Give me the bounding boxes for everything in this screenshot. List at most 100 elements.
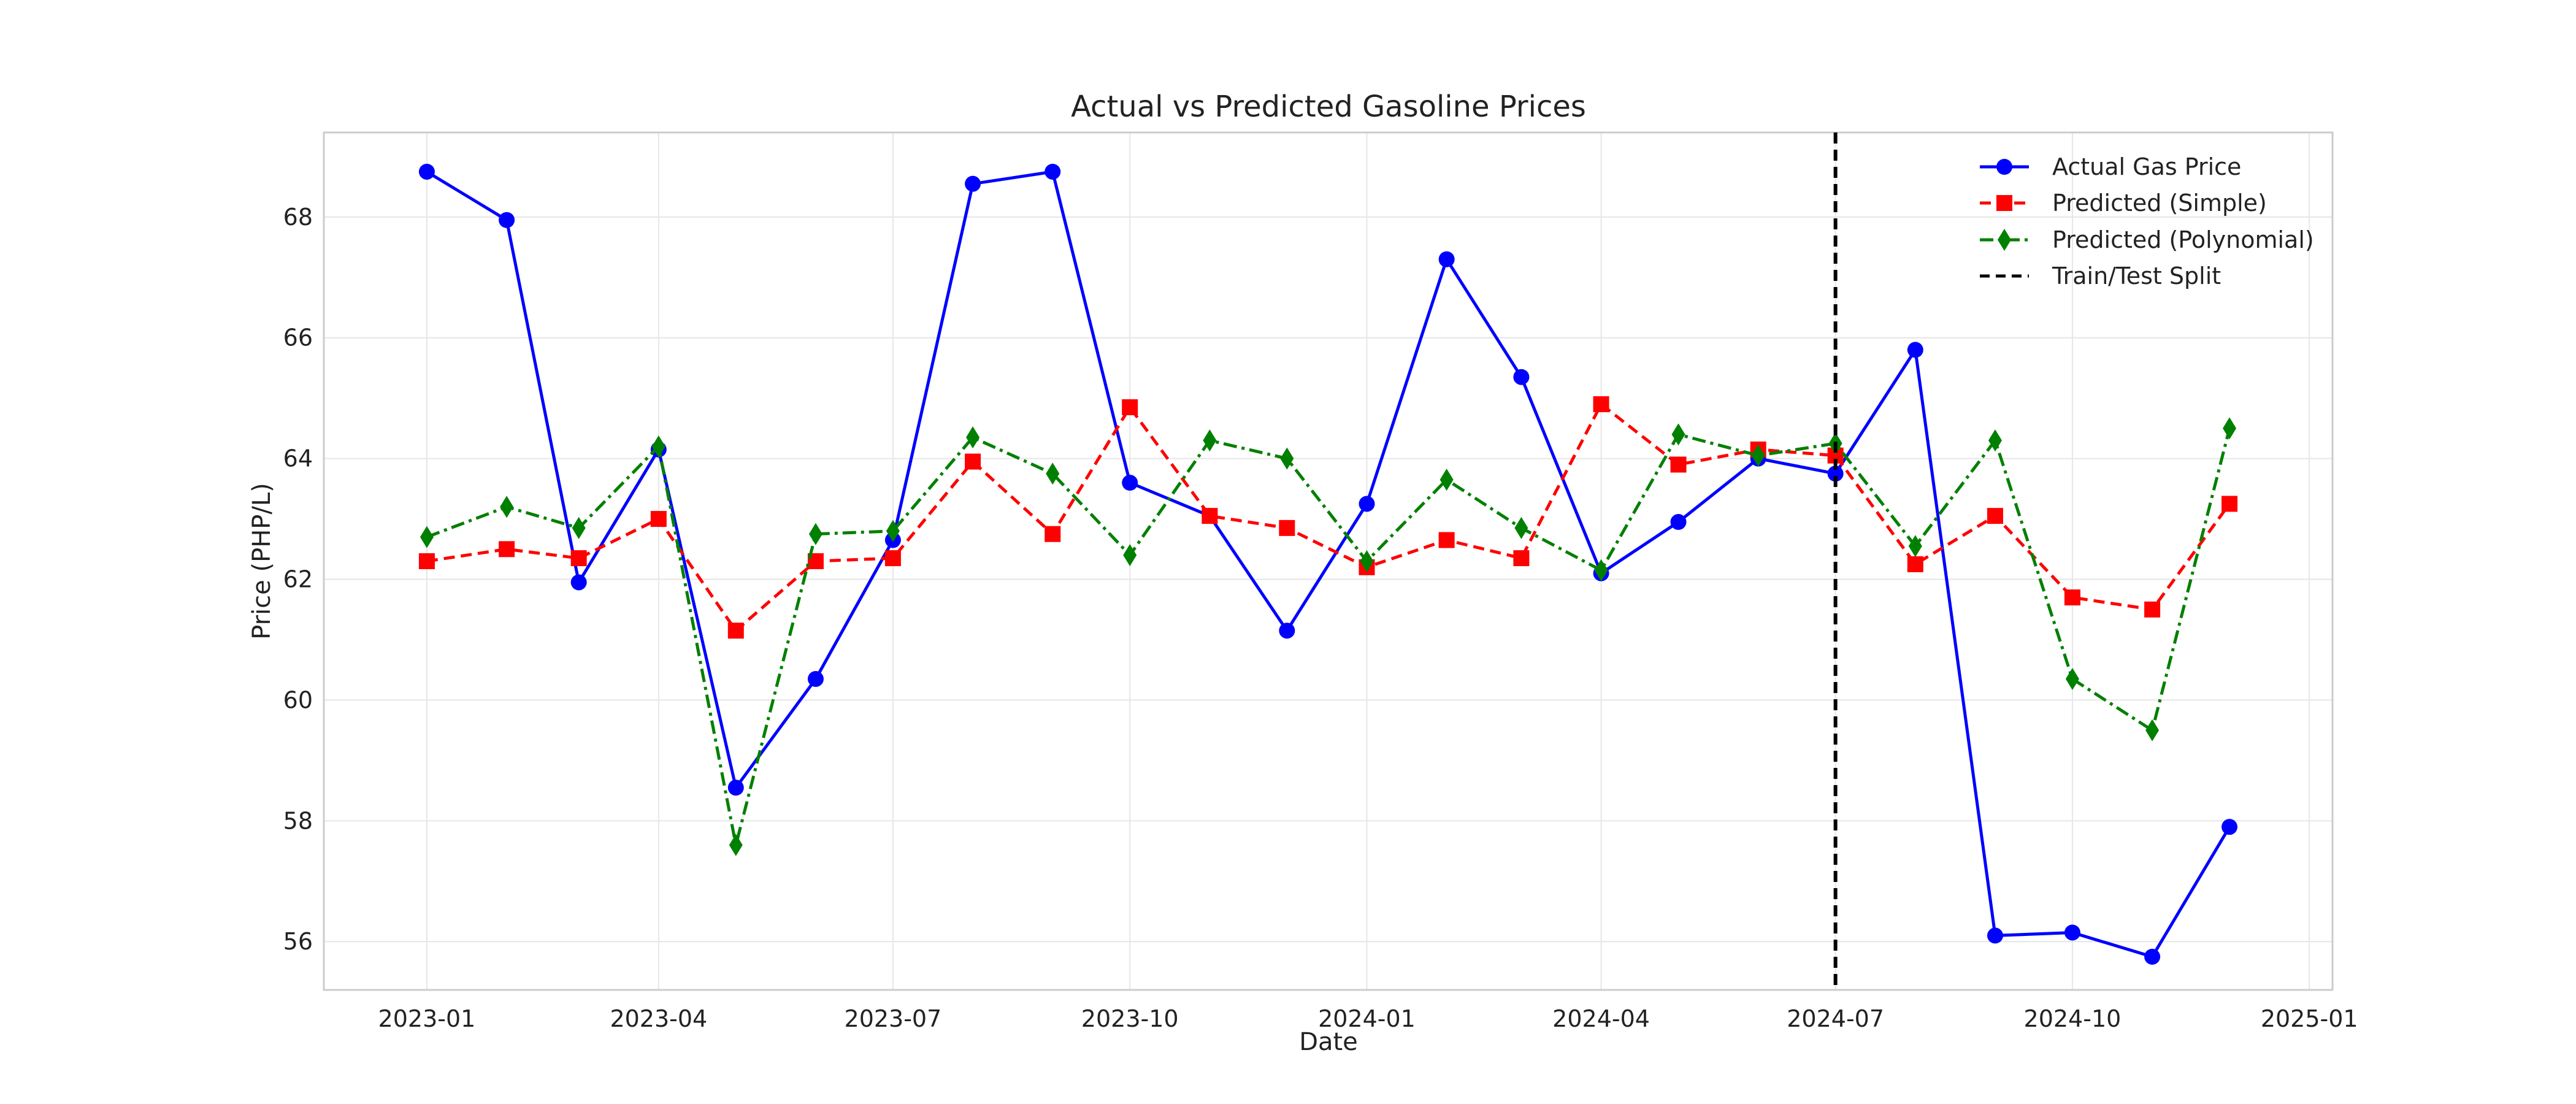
square-marker-icon (1996, 195, 2012, 211)
data-point (965, 453, 981, 470)
x-tick-label: 2024-07 (1787, 1005, 1884, 1032)
data-point (1593, 396, 1609, 413)
data-point (1907, 342, 1923, 358)
data-point (1360, 550, 1374, 572)
data-point (1987, 927, 2003, 944)
diamond-marker-icon (1998, 229, 2011, 251)
legend-item-polynomial: Predicted (Polynomial) (1980, 226, 2314, 253)
data-point (499, 541, 515, 558)
data-point (570, 574, 587, 591)
legend-label: Predicted (Polynomial) (2052, 226, 2314, 253)
data-point (1279, 623, 1295, 639)
legend-item-actual: Actual Gas Price (1980, 153, 2241, 180)
data-point (1045, 526, 1061, 542)
data-point (727, 623, 744, 639)
data-point (2064, 589, 2080, 606)
legend-item-split: Train/Test Split (1980, 263, 2221, 289)
x-axis-label: Date (1299, 1028, 1358, 1056)
series-2 (418, 396, 2238, 639)
data-point (1122, 475, 1138, 491)
data-point (499, 212, 515, 228)
plot-area-frame (323, 131, 2334, 991)
y-tick-label: 68 (283, 204, 313, 231)
x-tick-label: 2024-04 (1552, 1005, 1650, 1032)
data-point (420, 526, 434, 548)
data-point (418, 163, 435, 180)
data-point (570, 550, 587, 567)
y-tick-label: 66 (283, 324, 313, 351)
data-point (1279, 519, 1295, 536)
data-point (1438, 251, 1455, 267)
data-point (418, 553, 435, 569)
data-point (2223, 417, 2237, 440)
data-point (1202, 508, 1218, 524)
data-point (884, 550, 901, 567)
series-3 (420, 417, 2237, 856)
data-point (1908, 535, 1922, 558)
data-point (1751, 444, 1765, 467)
data-point (1513, 550, 1530, 567)
y-axis-label: Price (PHP/L) (248, 483, 276, 640)
data-point (2145, 719, 2160, 742)
data-point (1988, 429, 2002, 452)
data-point (1203, 429, 1217, 452)
data-point (1122, 399, 1138, 415)
data-point (1987, 508, 2003, 524)
data-point (2144, 948, 2161, 965)
data-point (1514, 516, 1528, 539)
data-point (2221, 496, 2238, 512)
data-point (1280, 447, 1294, 470)
data-point (2065, 667, 2079, 690)
data-point (1046, 462, 1060, 485)
legend: Actual Gas Price Predicted (Simple) Pred… (1980, 153, 2314, 289)
y-tick-label: 58 (283, 807, 313, 834)
data-point (1670, 456, 1687, 473)
data-point (808, 523, 822, 545)
legend-label: Actual Gas Price (2052, 153, 2241, 180)
circle-marker-icon (1996, 159, 2012, 175)
data-point (807, 670, 824, 687)
data-point (729, 834, 743, 856)
data-point (1827, 466, 1844, 482)
data-point (2221, 819, 2238, 835)
legend-item-simple: Predicted (Simple) (1980, 190, 2267, 217)
y-tick-label: 60 (283, 686, 313, 713)
x-tick-label: 2023-10 (1081, 1005, 1179, 1032)
y-tick-label: 64 (283, 445, 313, 472)
data-point (1439, 469, 1454, 491)
data-point (572, 516, 586, 539)
tick-labels: 2023-01 2023-04 2023-07 2023-10 2024-01 2024-… (283, 204, 2358, 1032)
data-point (1045, 163, 1061, 180)
x-tick-label: 2023-01 (378, 1005, 476, 1032)
data-point (2064, 924, 2080, 941)
data-point (1671, 423, 1685, 446)
data-point (966, 426, 980, 449)
legend-label: Train/Test Split (2052, 263, 2221, 289)
y-tick-label: 56 (283, 928, 313, 955)
series-line (426, 427, 2231, 847)
data-point (650, 511, 667, 527)
series-line (426, 170, 2231, 959)
data-point (727, 780, 744, 796)
y-tick-label: 62 (283, 566, 313, 593)
x-tick-label: 2024-10 (2024, 1005, 2122, 1032)
data-point (651, 435, 665, 458)
data-point (500, 496, 514, 518)
x-tick-label: 2023-07 (845, 1005, 942, 1032)
x-tick-label: 2025-01 (2261, 1005, 2358, 1032)
x-tick-label: 2024-01 (1318, 1005, 1416, 1032)
data-point (1513, 369, 1530, 385)
data-point (1359, 496, 1375, 512)
data-point (1438, 532, 1455, 548)
data-point (1907, 556, 1923, 572)
data-point (965, 175, 981, 192)
data-point (1594, 559, 1608, 581)
series-layer (418, 132, 2238, 990)
legend-label: Predicted (Simple) (2052, 190, 2267, 217)
x-tick-label: 2023-04 (610, 1005, 707, 1032)
data-point (1670, 514, 1687, 531)
chart-title: Actual vs Predicted Gasoline Prices (1071, 90, 1586, 124)
data-point (1123, 544, 1137, 567)
